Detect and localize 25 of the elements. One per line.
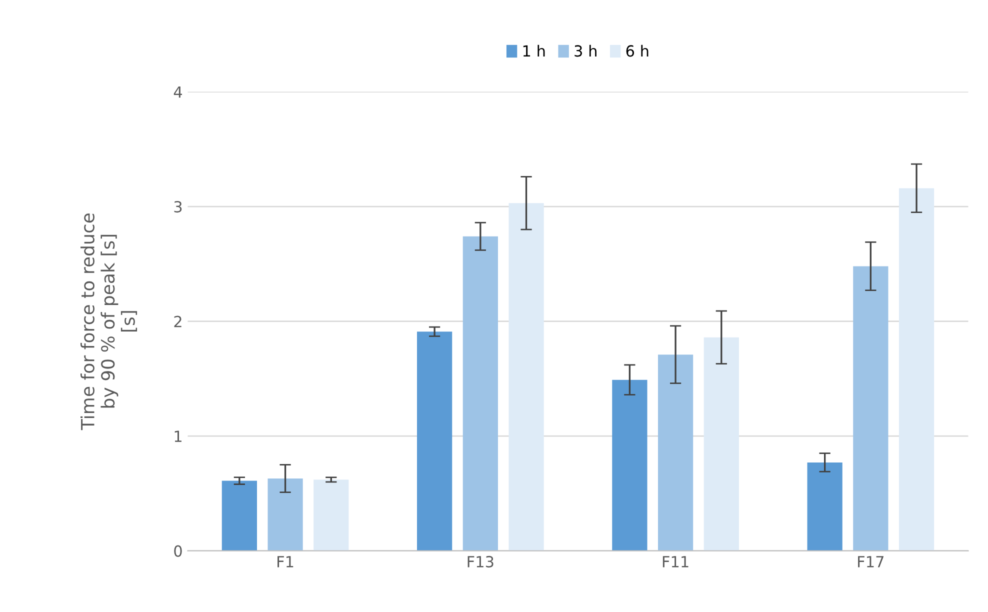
x-tick-label: F11 xyxy=(662,556,688,568)
bar xyxy=(222,480,257,551)
bar xyxy=(268,478,303,551)
bar xyxy=(853,266,888,551)
y-tick-label: 2 xyxy=(174,316,182,328)
bar xyxy=(462,236,498,551)
legend-label: 6 h xyxy=(626,44,648,57)
legend-label: 1 h xyxy=(523,44,545,57)
bar xyxy=(658,354,694,551)
y-tick-label: 0 xyxy=(174,545,182,557)
bar xyxy=(807,462,842,551)
y-tick-label: 4 xyxy=(174,86,182,98)
bar xyxy=(898,188,934,551)
x-tick-label: F17 xyxy=(858,556,884,568)
bar xyxy=(612,380,648,551)
x-tick-label: F1 xyxy=(278,556,294,568)
y-tick-label: 1 xyxy=(174,430,182,442)
bar xyxy=(417,332,452,551)
legend-label: 3 h xyxy=(574,44,596,57)
bar xyxy=(314,480,349,551)
bar xyxy=(508,203,544,551)
y-tick-label: 3 xyxy=(174,201,182,213)
y-axis-title: Time for force to reduce by 90 % of peak [s] [s] xyxy=(80,213,138,430)
x-tick-label: F13 xyxy=(468,556,494,568)
bar xyxy=(704,337,739,551)
